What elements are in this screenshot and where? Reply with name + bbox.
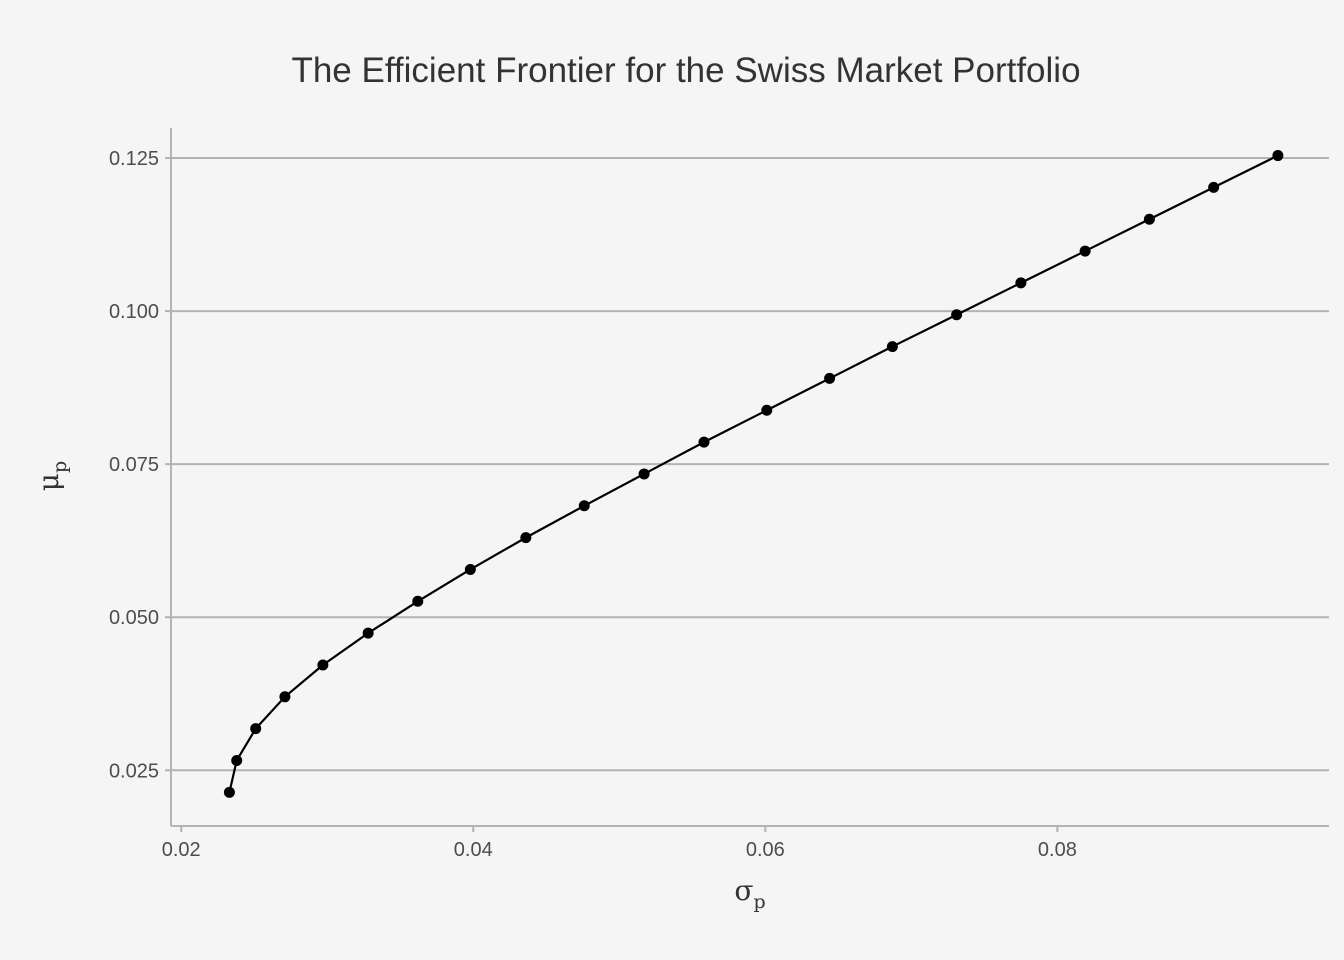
x-axis-label-base: σ bbox=[734, 874, 753, 907]
frontier-point bbox=[412, 595, 424, 607]
frontier-point bbox=[578, 500, 590, 512]
frontier-point bbox=[1015, 277, 1027, 289]
frontier-point bbox=[1208, 181, 1220, 193]
frontier-point bbox=[824, 372, 836, 384]
x-tick-label: 0.04 bbox=[454, 839, 493, 861]
frontier-point bbox=[761, 404, 773, 416]
y-axis-label-subscript: p bbox=[49, 461, 71, 473]
axis-layer bbox=[170, 128, 1329, 827]
frontier-point bbox=[638, 468, 650, 480]
frontier-point bbox=[362, 627, 374, 639]
frontier-point bbox=[886, 341, 898, 353]
frontier-point bbox=[231, 754, 243, 766]
frontier-point bbox=[698, 436, 710, 448]
frontier-point bbox=[520, 532, 532, 544]
frontier-point bbox=[1143, 213, 1155, 225]
frontier-point bbox=[223, 786, 235, 798]
y-tick-label: 0.050 bbox=[109, 607, 159, 629]
y-tick-label: 0.075 bbox=[109, 454, 159, 476]
x-tick-label: 0.02 bbox=[162, 839, 201, 861]
grid-layer bbox=[171, 157, 1329, 772]
frontier-point bbox=[317, 659, 329, 671]
frontier-point bbox=[250, 723, 262, 735]
frontier-point bbox=[279, 691, 291, 703]
chart-title: The Efficient Frontier for the Swiss Mar… bbox=[291, 51, 1080, 90]
y-axis-ticks: 0.025 0.050 0.075 0.100 0.125 bbox=[109, 148, 171, 782]
x-axis-label-subscript: p bbox=[753, 891, 765, 913]
x-axis-label: σp bbox=[734, 874, 765, 913]
y-tick-label: 0.125 bbox=[109, 148, 159, 170]
y-tick-label: 0.100 bbox=[109, 301, 159, 323]
frontier-point bbox=[1272, 150, 1284, 162]
series-layer bbox=[223, 150, 1284, 798]
frontier-point bbox=[464, 563, 476, 575]
y-axis-label-base: μ bbox=[32, 473, 65, 491]
x-axis-ticks: 0.02 0.04 0.06 0.08 bbox=[162, 826, 1077, 861]
frontier-point bbox=[951, 309, 963, 321]
frontier-point bbox=[1079, 245, 1091, 257]
x-tick-label: 0.06 bbox=[746, 839, 785, 861]
x-tick-label: 0.08 bbox=[1038, 839, 1077, 861]
y-tick-label: 0.025 bbox=[109, 760, 159, 782]
y-axis-label: μp bbox=[32, 461, 71, 491]
